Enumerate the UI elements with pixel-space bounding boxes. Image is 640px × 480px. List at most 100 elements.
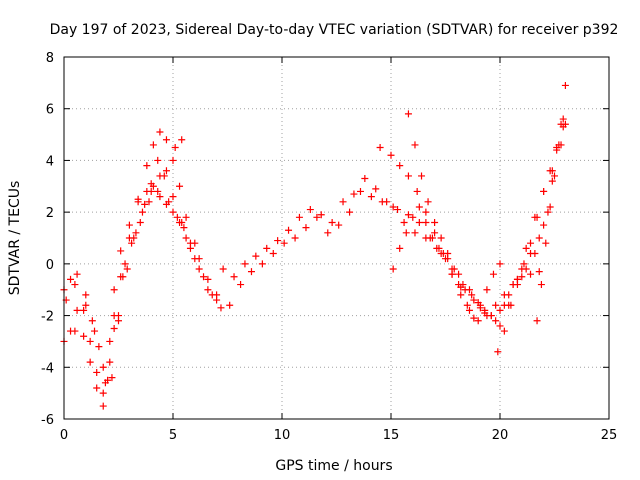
data-point — [527, 270, 535, 278]
x-tick-label: 25 — [601, 428, 618, 443]
data-point — [465, 306, 473, 314]
data-point — [457, 291, 465, 299]
data-point — [394, 206, 402, 214]
x-tick-label: 20 — [492, 428, 509, 443]
data-point — [335, 221, 343, 229]
data-point — [154, 187, 162, 195]
data-point — [540, 187, 548, 195]
series-track-12 — [533, 115, 567, 325]
data-point — [470, 296, 478, 304]
data-point — [437, 234, 445, 242]
data-point — [269, 250, 277, 258]
data-point — [117, 247, 125, 255]
y-tick-label: 2 — [46, 206, 54, 221]
data-point — [444, 250, 452, 258]
series-track-3 — [62, 156, 221, 397]
data-point — [204, 275, 212, 283]
data-point — [123, 265, 131, 273]
data-point — [138, 208, 146, 216]
data-point — [455, 270, 463, 278]
data-point — [404, 110, 412, 118]
data-point — [128, 239, 136, 247]
data-point — [302, 224, 310, 232]
data-point — [505, 301, 513, 309]
y-tick-label: -2 — [41, 310, 54, 325]
data-point — [204, 286, 212, 294]
data-point — [162, 136, 170, 144]
data-point — [470, 314, 478, 322]
data-point — [186, 239, 194, 247]
y-tick-label: -6 — [41, 413, 54, 428]
data-point — [274, 237, 282, 245]
data-point — [428, 234, 436, 242]
data-point — [110, 286, 118, 294]
data-point — [82, 291, 90, 299]
data-point — [483, 286, 491, 294]
data-point — [178, 218, 186, 226]
data-point — [461, 286, 469, 294]
data-point — [134, 198, 142, 206]
data-point — [489, 270, 497, 278]
data-point — [95, 343, 103, 351]
series-track-7 — [226, 120, 565, 320]
data-point — [422, 234, 430, 242]
axis-ticks: 0 5 10 15 20 25 -6 -4 -2 0 2 4 6 8 — [41, 51, 617, 443]
data-point — [455, 281, 463, 289]
data-point — [154, 156, 162, 164]
data-point — [291, 234, 299, 242]
data-point — [561, 81, 569, 89]
data-point — [180, 224, 188, 232]
plot-frame — [63, 56, 610, 420]
data-point — [527, 250, 535, 258]
data-point — [71, 327, 79, 335]
data-point — [86, 358, 94, 366]
data-point — [513, 275, 521, 283]
data-point — [372, 185, 380, 193]
data-point — [263, 244, 271, 252]
data-point — [409, 213, 417, 221]
data-point — [285, 226, 293, 234]
data-point — [537, 281, 545, 289]
data-point — [544, 208, 552, 216]
chart-title: Day 197 of 2023, Sidereal Day-to-day VTE… — [50, 22, 619, 38]
data-point — [533, 317, 541, 325]
data-point — [156, 128, 164, 136]
data-point — [500, 327, 508, 335]
data-point — [182, 213, 190, 221]
data-point — [67, 275, 75, 283]
data-point — [141, 200, 149, 208]
data-point — [73, 306, 81, 314]
y-tick-label: 8 — [46, 51, 54, 66]
data-point — [156, 193, 164, 201]
data-point — [404, 172, 412, 180]
data-point — [418, 172, 426, 180]
data-point — [237, 281, 245, 289]
y-tick-label: -4 — [41, 361, 54, 376]
data-point — [200, 273, 208, 281]
series-track-11 — [496, 120, 569, 330]
data-point — [411, 229, 419, 237]
data-point — [367, 193, 375, 201]
data-point — [171, 144, 179, 151]
data-point — [496, 260, 504, 268]
data-point — [182, 234, 190, 242]
data-point — [389, 265, 397, 273]
data-point — [258, 260, 266, 268]
data-point — [93, 368, 101, 376]
x-tick-label: 15 — [383, 428, 400, 443]
series-track-4 — [71, 172, 221, 382]
data-point — [132, 229, 140, 237]
data-points — [60, 81, 569, 410]
data-point — [555, 141, 563, 149]
data-point — [219, 265, 227, 273]
series-track-5 — [110, 136, 186, 320]
data-point — [99, 389, 107, 397]
data-point — [217, 304, 225, 312]
data-point — [481, 306, 489, 314]
data-point — [93, 384, 101, 392]
data-point — [422, 218, 430, 226]
data-point — [396, 244, 404, 252]
data-point — [411, 141, 419, 149]
data-point — [230, 273, 238, 281]
